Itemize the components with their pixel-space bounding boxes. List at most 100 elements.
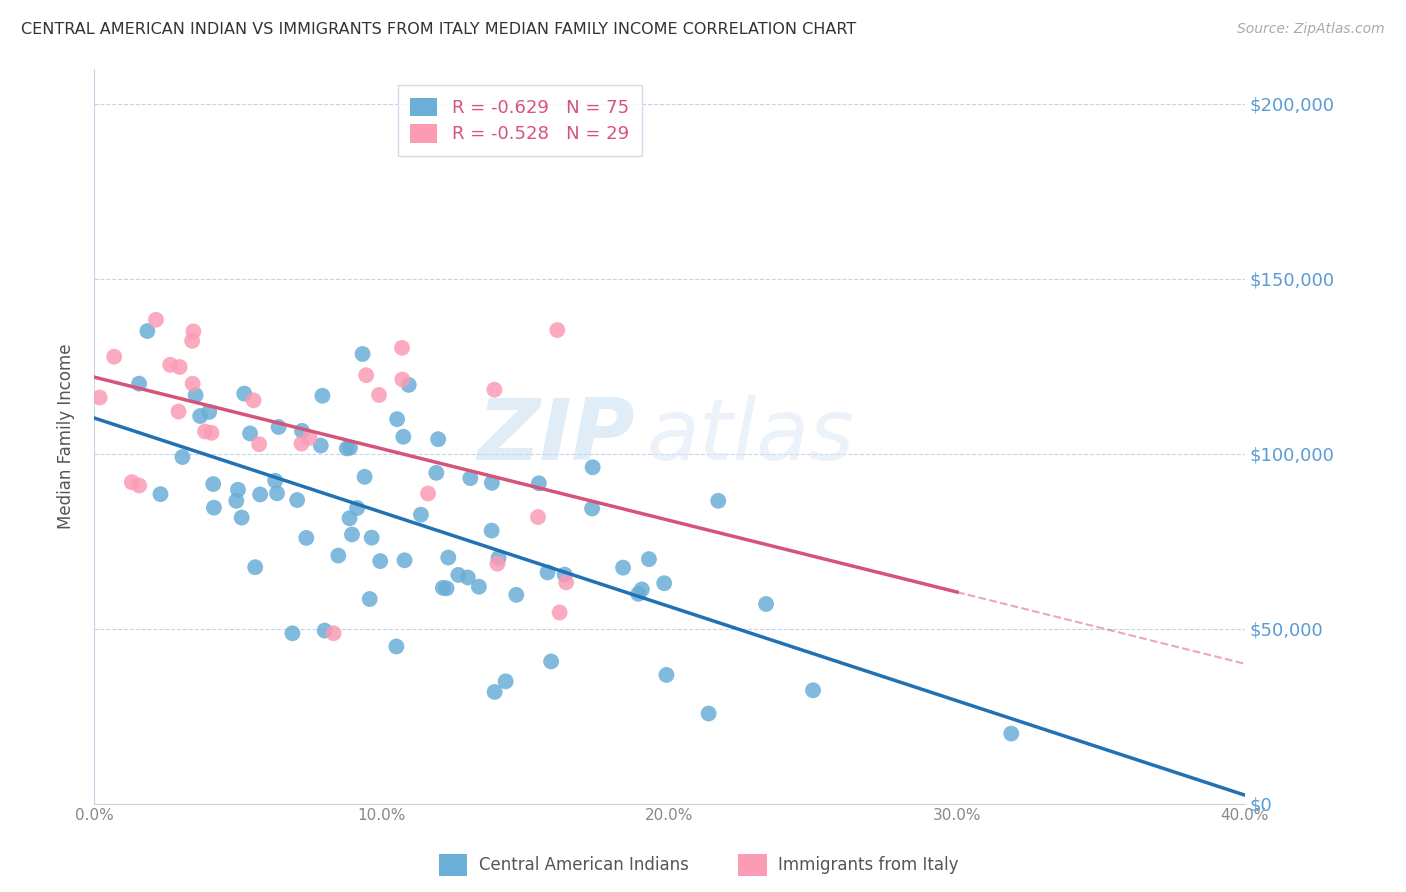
Point: [360, 531, 382, 545]
Point: [368, 388, 391, 402]
Point: [447, 568, 470, 582]
Point: [554, 567, 576, 582]
Point: [245, 560, 267, 574]
Point: [184, 388, 207, 402]
Point: [546, 323, 568, 337]
Point: [385, 412, 408, 426]
Point: [103, 350, 125, 364]
Point: [437, 550, 460, 565]
Point: [484, 383, 506, 397]
Point: [391, 341, 413, 355]
Point: [1000, 726, 1022, 740]
Point: [495, 674, 517, 689]
Point: [172, 450, 194, 464]
Point: [427, 432, 450, 446]
Point: [281, 626, 304, 640]
Point: [314, 624, 336, 638]
Point: [460, 471, 482, 485]
Point: [159, 358, 181, 372]
Point: [385, 640, 408, 654]
Point: [484, 685, 506, 699]
Point: [198, 405, 221, 419]
Point: [194, 425, 217, 439]
Legend: R = -0.629   N = 75, R = -0.528   N = 29: R = -0.629 N = 75, R = -0.528 N = 29: [398, 85, 641, 156]
Point: [652, 576, 675, 591]
Point: [481, 475, 503, 490]
Point: [425, 466, 447, 480]
Point: [488, 551, 510, 566]
Text: Immigrants from Italy: Immigrants from Italy: [778, 855, 959, 874]
Point: [226, 483, 249, 497]
Point: [202, 500, 225, 515]
Point: [457, 570, 479, 584]
Point: [267, 420, 290, 434]
Point: [555, 575, 578, 590]
Point: [655, 668, 678, 682]
Point: [481, 524, 503, 538]
Point: [336, 442, 359, 456]
Point: [181, 376, 204, 391]
Point: [409, 508, 432, 522]
Point: [181, 334, 204, 348]
Point: [436, 582, 458, 596]
Point: [368, 554, 391, 568]
Point: [486, 557, 509, 571]
Text: Central American Indians: Central American Indians: [478, 855, 689, 874]
Point: [697, 706, 720, 721]
Point: [353, 470, 375, 484]
Point: [167, 404, 190, 418]
Text: ZIP: ZIP: [477, 394, 636, 477]
Point: [638, 552, 661, 566]
Point: [340, 527, 363, 541]
Point: [536, 566, 558, 580]
Text: atlas: atlas: [647, 394, 855, 477]
Point: [612, 560, 634, 574]
Point: [707, 493, 730, 508]
Point: [432, 581, 454, 595]
Point: [285, 493, 308, 508]
Point: [505, 588, 527, 602]
Point: [540, 655, 562, 669]
Point: [322, 626, 344, 640]
Point: [352, 347, 374, 361]
Point: [548, 606, 571, 620]
Point: [391, 372, 413, 386]
Point: [169, 359, 191, 374]
Point: [309, 438, 332, 452]
Point: [354, 368, 377, 383]
Point: [527, 476, 550, 491]
Point: [239, 426, 262, 441]
Point: [225, 493, 247, 508]
Point: [145, 312, 167, 326]
Point: [149, 487, 172, 501]
Point: [121, 475, 143, 490]
Text: CENTRAL AMERICAN INDIAN VS IMMIGRANTS FROM ITALY MEDIAN FAMILY INCOME CORRELATIO: CENTRAL AMERICAN INDIAN VS IMMIGRANTS FR…: [21, 22, 856, 37]
Point: [291, 424, 314, 438]
Point: [231, 510, 253, 524]
Point: [755, 597, 778, 611]
Point: [346, 500, 368, 515]
Point: [89, 391, 111, 405]
Point: [200, 425, 222, 440]
Point: [233, 386, 256, 401]
Point: [581, 501, 603, 516]
Point: [188, 409, 211, 423]
Point: [264, 474, 287, 488]
Text: Source: ZipAtlas.com: Source: ZipAtlas.com: [1237, 22, 1385, 37]
Point: [128, 376, 150, 391]
Point: [295, 531, 318, 545]
Point: [392, 430, 415, 444]
Point: [183, 324, 205, 338]
Point: [242, 393, 264, 408]
Point: [202, 477, 225, 491]
Point: [266, 486, 288, 500]
Point: [582, 460, 605, 475]
Point: [128, 478, 150, 492]
Point: [527, 510, 550, 524]
Point: [339, 511, 361, 525]
Point: [398, 377, 420, 392]
Point: [468, 580, 491, 594]
Point: [249, 487, 271, 501]
Point: [298, 431, 321, 445]
Point: [247, 437, 270, 451]
